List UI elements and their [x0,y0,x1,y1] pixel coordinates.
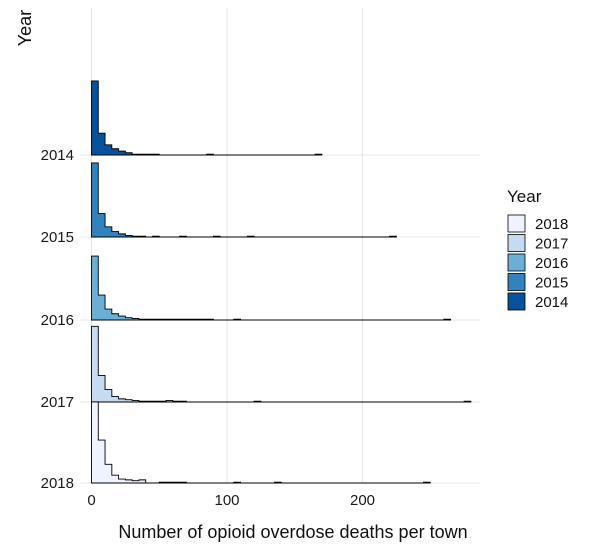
legend-title: Year [507,187,542,206]
x-axis-title: Number of opioid overdose deaths per tow… [118,522,467,542]
y-tick-label: 2018 [41,475,74,492]
legend-swatch-2014 [507,292,526,311]
grid [80,8,480,484]
ridge-2014 [91,80,323,156]
legend-swatch-2018 [507,214,526,233]
ridge-2018 [91,401,431,484]
x-tick-label: 0 [87,492,95,509]
legend-swatch-2016 [507,253,526,272]
legend-label: 2017 [535,236,568,253]
x-axis-ticks: 0 100 200 [87,492,375,509]
legend: Year 2018 2017 2016 2015 2014 [507,187,568,311]
legend-label: 2016 [535,255,568,272]
x-tick-label: 100 [214,492,239,509]
y-tick-label: 2017 [41,394,74,411]
legend-label: 2018 [535,216,568,233]
ridge-2016 [91,255,452,321]
legend-label: 2014 [535,294,568,311]
y-tick-label: 2015 [41,229,74,246]
ridge-2015 [91,162,397,238]
legend-swatch-2017 [507,234,526,252]
ridges [91,80,472,484]
ridge-2017 [91,325,472,403]
legend-swatch-2015 [507,273,526,291]
y-tick-label: 2016 [41,312,74,329]
y-axis-ticks: 2014 2015 2016 2017 2018 [41,147,74,492]
y-axis-title: Year [15,10,35,46]
y-tick-label: 2014 [41,147,74,164]
x-tick-label: 200 [350,492,375,509]
legend-label: 2015 [535,275,568,292]
